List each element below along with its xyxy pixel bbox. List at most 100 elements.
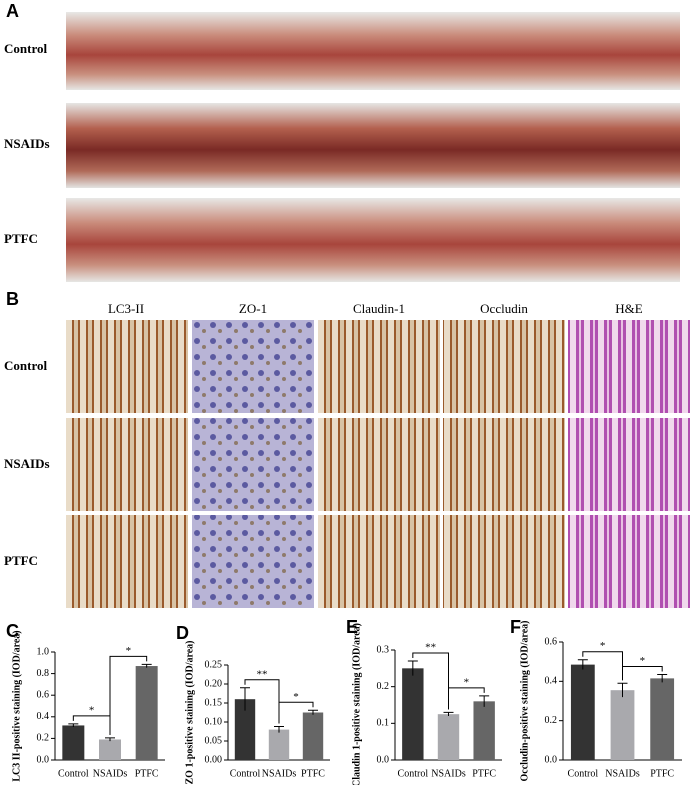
significance-bracket	[278, 701, 314, 724]
column-label: Claudin-1	[353, 301, 405, 316]
y-tick-label: 0.4	[545, 676, 558, 687]
panel-a: A Control NSAIDs PTFC	[4, 1, 680, 282]
error-bar	[657, 673, 668, 683]
row-label: Control	[4, 41, 47, 56]
error-bar	[141, 663, 152, 668]
y-tick-label: 0.2	[545, 715, 558, 726]
x-tick-label: Control	[398, 768, 429, 779]
x-tick-label: Control	[568, 768, 599, 779]
y-tick-label: 0.0	[37, 754, 50, 765]
x-tick-label: PTFC	[301, 768, 325, 779]
error-bar	[308, 709, 318, 715]
error-bar	[577, 659, 588, 670]
panel-label: A	[6, 1, 19, 21]
y-tick-label: 0.6	[545, 636, 558, 647]
significance-label: *	[293, 691, 299, 703]
y-tick-label: 0.4	[37, 711, 50, 722]
y-tick-label: 0.10	[205, 716, 223, 727]
micrograph	[192, 320, 314, 413]
micrograph	[443, 418, 565, 511]
bar	[268, 729, 290, 760]
x-tick-label: PTFC	[650, 768, 674, 779]
micrograph	[568, 515, 690, 608]
significance-label: **	[257, 668, 268, 680]
y-axis-label: Claudin 1-positive staining (IOD/area)	[351, 623, 362, 785]
row-label: Control	[4, 358, 47, 373]
micrograph	[568, 320, 690, 413]
column-label: H&E	[615, 301, 643, 316]
photo	[66, 198, 680, 282]
y-tick-label: 1.0	[37, 646, 50, 657]
y-axis-label: LC3 II-positive staining (IOD/area)	[11, 630, 22, 781]
y-axis-label: ZO 1-positive staining (IOD/area)	[184, 641, 195, 785]
significance-bracket	[244, 679, 280, 724]
y-tick-label: 0.20	[205, 678, 223, 689]
error-bar	[68, 723, 79, 728]
micrograph	[66, 320, 188, 413]
y-tick-label: 0.3	[377, 644, 390, 655]
column-label: LC3-II	[108, 301, 144, 316]
row-label: PTFC	[4, 553, 38, 568]
y-tick-label: 0.15	[205, 697, 223, 708]
x-tick-label: NSAIDs	[605, 768, 640, 779]
x-tick-label: NSAIDs	[431, 768, 466, 779]
micrograph	[568, 418, 690, 511]
significance-label: *	[89, 704, 95, 716]
y-tick-label: 0.1	[377, 718, 390, 729]
bar	[650, 678, 675, 760]
y-tick-label: 0.2	[377, 681, 390, 692]
micrographs	[66, 320, 690, 608]
x-tick-label: PTFC	[472, 768, 496, 779]
row-label: NSAIDs	[4, 136, 50, 151]
panel-label: D	[176, 623, 189, 643]
panel-label: F	[510, 617, 521, 637]
error-bar	[407, 660, 418, 676]
bar	[99, 739, 121, 760]
micrograph	[318, 418, 440, 511]
significance-bracket	[109, 655, 148, 735]
x-tick-label: Control	[58, 768, 89, 779]
bar	[437, 714, 460, 760]
panel-b: B LC3-II ZO-1 Claudin-1 Occludin H&E Con…	[4, 289, 690, 608]
micrograph	[318, 320, 440, 413]
column-label: Occludin	[480, 301, 528, 316]
column-label: ZO-1	[239, 301, 267, 316]
micrograph	[318, 515, 440, 608]
error-bar	[274, 726, 284, 733]
micrograph	[66, 515, 188, 608]
significance-bracket	[622, 665, 663, 681]
photo	[66, 12, 680, 90]
row-label: NSAIDs	[4, 456, 50, 471]
bar	[402, 668, 424, 760]
bar	[135, 666, 158, 760]
significance-label: *	[126, 645, 132, 657]
micrograph	[443, 320, 565, 413]
y-tick-label: 0.00	[205, 754, 223, 765]
y-tick-label: 0.25	[205, 659, 223, 670]
micrograph	[443, 515, 565, 608]
bar	[62, 725, 85, 760]
y-axis-label: Occludin-positive staining (IOD/area)	[519, 621, 530, 782]
significance-label: *	[464, 676, 470, 688]
x-tick-label: NSAIDs	[262, 768, 297, 779]
photo	[66, 103, 680, 188]
error-bar	[617, 682, 628, 698]
y-tick-label: 0.2	[37, 733, 50, 744]
y-tick-label: 0.6	[37, 689, 50, 700]
bar	[234, 699, 256, 760]
bar	[570, 664, 595, 760]
significance-bracket	[448, 687, 485, 710]
panel-label: B	[6, 289, 19, 309]
x-tick-label: Control	[230, 768, 261, 779]
bar	[473, 701, 495, 760]
y-tick-label: 0.0	[545, 754, 558, 765]
y-tick-label: 0.0	[377, 754, 390, 765]
panel-label: E	[346, 617, 358, 637]
bar	[610, 690, 635, 760]
micrograph	[192, 515, 314, 608]
y-tick-label: 0.8	[37, 668, 50, 679]
significance-bracket	[412, 652, 449, 710]
x-tick-label: PTFC	[135, 768, 159, 779]
